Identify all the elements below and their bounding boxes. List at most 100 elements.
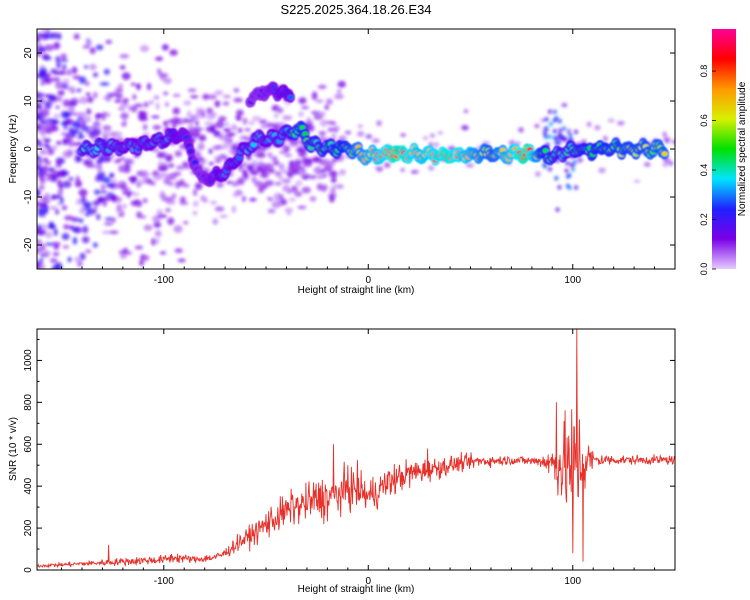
heatmap-noise-cell: [216, 182, 224, 188]
heatmap-burst-cell: [544, 117, 549, 122]
heatmap-noise-cell: [115, 94, 124, 99]
figure-title: S225.2025.364.18.26.E34: [280, 2, 431, 17]
heatmap-noise-cell: [53, 244, 60, 250]
heatmap-noise-cell: [133, 103, 144, 108]
heatmap-noise-cell: [202, 93, 210, 100]
heatmap-noise-cell: [198, 134, 207, 142]
heatmap-noise-cell: [280, 168, 287, 174]
heatmap-noise-cell: [260, 168, 267, 174]
heatmap-noise-cell: [664, 139, 670, 144]
heatmap-noise-cell: [309, 174, 317, 179]
heatmap-noise-cell: [279, 198, 288, 206]
heatmap-noise-cell: [120, 122, 127, 127]
heatmap-noise-cell: [83, 65, 89, 69]
heatmap-noise-cell: [291, 161, 299, 169]
heatmap-noise-cell: [63, 126, 68, 130]
heatmap-noise-cell: [214, 206, 225, 212]
heatmap-noise-cell: [84, 81, 90, 87]
heatmap-noise-cell: [244, 127, 251, 132]
heatmap-noise-cell: [86, 39, 93, 47]
heatmap-noise-cell: [43, 44, 54, 52]
heatmap-burst-cell: [554, 136, 559, 141]
heatmap-noise-cell: [64, 118, 74, 125]
heatmap-noise-cell: [278, 107, 284, 114]
heatmap-noise-cell: [50, 68, 57, 74]
heatmap-burst-cell: [547, 166, 552, 172]
heatmap-noise-cell: [64, 112, 69, 118]
heatmap-noise-cell: [336, 89, 342, 94]
heatmap-noise-cell: [108, 230, 119, 235]
heatmap-noise-cell: [68, 177, 74, 181]
heatmap-noise-cell: [92, 242, 98, 248]
heatmap-noise-cell: [57, 90, 65, 96]
heatmap-noise-cell: [39, 176, 46, 184]
heatmap-noise-cell: [143, 224, 153, 232]
heatmap-noise-cell: [231, 205, 237, 214]
heatmap-noise-cell: [428, 165, 435, 171]
heatmap-noise-cell: [62, 245, 70, 249]
heatmap-noise-cell: [122, 99, 128, 104]
heatmap-noise-cell: [267, 197, 274, 202]
heatmap-noise-cell: [171, 193, 177, 199]
heatmap-burst-cell: [567, 185, 572, 190]
heatmap-noise-cell: [39, 70, 45, 75]
heatmap-burst-cell: [547, 134, 552, 139]
heatmap-noise-cell: [75, 175, 80, 184]
heatmap-noise-cell: [282, 115, 293, 121]
heatmap-noise-cell: [267, 152, 273, 157]
snr-y-tick-label: 400: [23, 477, 34, 494]
heatmap-noise-cell: [135, 200, 143, 208]
heatmap-burst-cell: [552, 109, 557, 115]
heatmap-noise-cell: [231, 181, 240, 187]
heatmap-noise-cell: [206, 113, 216, 120]
heatmap-noise-cell: [167, 172, 177, 180]
heatmap-noise-cell: [37, 32, 45, 38]
spectrogram-heatmap: [37, 29, 675, 269]
heatmap-noise-cell: [561, 103, 568, 108]
heatmap-noise-cell: [318, 130, 327, 136]
heatmap-noise-cell: [167, 217, 175, 225]
heatmap-noise-cell: [101, 230, 111, 235]
heatmap-noise-cell: [223, 139, 230, 143]
heatmap-noise-cell: [356, 130, 365, 137]
heatmap-noise-cell: [37, 115, 42, 119]
heatmap-noise-cell: [194, 120, 200, 126]
heatmap-noise-cell: [662, 131, 667, 137]
heatmap-noise-cell: [241, 195, 246, 203]
heatmap-noise-cell: [197, 142, 205, 151]
heatmap-noise-cell: [59, 196, 64, 205]
heatmap-noise-cell: [301, 105, 309, 110]
heatmap-noise-cell: [598, 167, 606, 174]
heatmap-noise-cell: [208, 148, 213, 155]
heatmap-noise-cell: [232, 192, 240, 198]
heatmap-noise-cell: [151, 238, 157, 246]
heatmap-noise-cell: [260, 123, 267, 130]
heatmap-noise-cell: [57, 179, 62, 188]
heatmap-noise-cell: [344, 130, 352, 135]
heatmap-burst-cell: [542, 131, 547, 136]
heatmap-noise-cell: [43, 93, 54, 98]
heatmap-noise-cell: [66, 86, 76, 92]
spectrogram-y-axis-label: Frequency (Hz): [8, 115, 19, 184]
heatmap-burst-cell: [552, 118, 557, 123]
heatmap-burst-cell: [543, 164, 548, 169]
heatmap-noise-cell: [72, 75, 82, 80]
heatmap-noise-cell: [187, 88, 197, 92]
heatmap-noise-cell: [236, 109, 244, 117]
heatmap-noise-cell: [287, 166, 294, 172]
heatmap-noise-cell: [295, 180, 303, 187]
heatmap-noise-cell: [95, 164, 103, 169]
heatmap-noise-cell: [157, 164, 168, 172]
heatmap-noise-cell: [124, 251, 133, 255]
colorbar-tick-label: 0.0: [699, 263, 709, 276]
heatmap-ridge-core: [187, 148, 194, 154]
heatmap-noise-cell: [535, 171, 541, 177]
heatmap-noise-cell: [136, 211, 143, 219]
heatmap-noise-cell: [206, 107, 214, 115]
heatmap-noise-cell: [273, 112, 279, 119]
spectrogram-x-tick-label: 100: [564, 275, 581, 286]
snr-line: [37, 329, 675, 569]
heatmap-noise-cell: [163, 91, 169, 96]
heatmap-noise-cell: [330, 187, 336, 194]
